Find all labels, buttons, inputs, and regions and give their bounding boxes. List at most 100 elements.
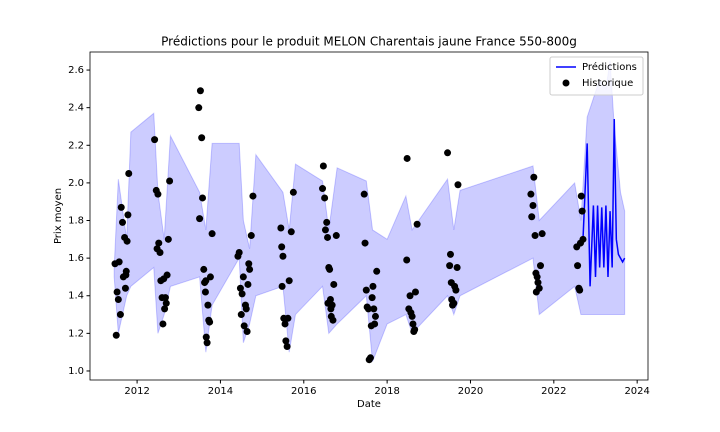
historic-point	[444, 149, 452, 157]
historic-point	[326, 296, 334, 304]
historic-point	[368, 294, 376, 302]
historic-point	[285, 277, 293, 285]
historic-point	[203, 339, 211, 347]
historic-point	[531, 232, 539, 240]
historic-point	[579, 235, 587, 243]
historic-point	[240, 322, 248, 330]
historic-point	[528, 213, 536, 221]
historic-point	[529, 201, 537, 209]
historic-point	[534, 279, 542, 287]
historic-point	[577, 192, 585, 200]
historic-point	[247, 232, 255, 240]
historic-point	[576, 286, 584, 294]
historic-point	[196, 215, 204, 223]
y-tick-label: 2.0	[68, 178, 84, 189]
historic-point	[201, 288, 209, 296]
historic-point	[125, 169, 133, 177]
historic-point	[206, 318, 214, 326]
historic-point	[366, 354, 374, 362]
legend-label: Historique	[582, 78, 633, 89]
historic-point	[199, 194, 207, 202]
historic-point	[114, 296, 122, 304]
historic-point	[154, 190, 162, 198]
historic-point	[536, 262, 544, 270]
y-tick-label: 1.2	[68, 328, 84, 339]
historic-point	[208, 230, 216, 238]
historic-point	[319, 162, 327, 170]
x-tick-label: 2012	[124, 386, 149, 397]
historic-point	[409, 320, 417, 328]
historic-point	[279, 252, 287, 260]
historic-point	[453, 264, 461, 272]
historic-point	[321, 226, 329, 234]
historic-point	[122, 271, 130, 279]
historic-point	[204, 301, 212, 309]
historic-point	[321, 194, 329, 202]
historic-point	[329, 316, 337, 324]
historic-point	[281, 320, 289, 328]
historic-point	[278, 243, 286, 251]
historic-point	[277, 224, 285, 232]
historic-point	[452, 286, 460, 294]
historic-point	[116, 311, 124, 319]
historic-point	[166, 177, 174, 185]
historic-point	[324, 233, 332, 241]
y-tick-label: 1.8	[68, 216, 84, 227]
historic-point	[323, 218, 331, 226]
historic-point	[200, 265, 208, 273]
historic-point	[578, 207, 586, 215]
historic-point	[117, 203, 125, 211]
historic-point	[371, 320, 379, 328]
plot-frame	[89, 51, 649, 381]
historic-point	[202, 277, 210, 285]
x-tick-label: 2024	[624, 386, 649, 397]
x-tick-label: 2014	[208, 386, 233, 397]
historic-point	[369, 282, 377, 290]
historic-point	[332, 232, 340, 240]
y-tick-label: 2.2	[68, 140, 84, 151]
historic-point	[371, 312, 379, 320]
chart-title: Prédictions pour le produit MELON Charen…	[161, 35, 577, 49]
historic-point	[198, 134, 206, 142]
historic-point	[163, 271, 171, 279]
historic-point	[119, 218, 127, 226]
historic-point	[159, 320, 167, 328]
historic-point	[411, 288, 419, 296]
historic-point	[373, 267, 381, 275]
historic-point	[533, 273, 541, 281]
y-tick-label: 2.4	[68, 103, 84, 114]
historic-point	[202, 333, 210, 341]
historic-point	[284, 314, 292, 322]
historic-point	[403, 154, 411, 162]
historic-point	[282, 337, 290, 345]
historic-point	[246, 265, 254, 273]
historic-point	[527, 190, 535, 198]
historic-point	[361, 239, 369, 247]
legend-marker	[562, 79, 570, 87]
historic-point	[289, 188, 297, 196]
historic-point	[408, 312, 416, 320]
historic-point	[195, 104, 203, 112]
x-axis-label: Date	[357, 399, 381, 410]
historic-point	[278, 282, 286, 290]
x-tick-label: 2018	[374, 386, 399, 397]
historic-point	[161, 294, 169, 302]
historic-point	[156, 248, 164, 256]
historic-point	[124, 211, 132, 219]
historic-point	[196, 87, 204, 95]
x-tick-label: 2022	[541, 386, 566, 397]
x-tick-label: 2020	[458, 386, 483, 397]
historic-point	[249, 192, 257, 200]
historic-point	[244, 280, 252, 288]
historic-point	[446, 262, 454, 270]
historic-point	[164, 235, 172, 243]
historic-point	[283, 343, 291, 351]
historic-point	[162, 299, 170, 307]
historic-point	[413, 220, 421, 228]
historic-point	[115, 258, 123, 266]
y-tick-label: 1.0	[68, 366, 84, 377]
historic-point	[446, 250, 454, 258]
historic-point	[406, 292, 414, 300]
historic-point	[238, 290, 246, 298]
